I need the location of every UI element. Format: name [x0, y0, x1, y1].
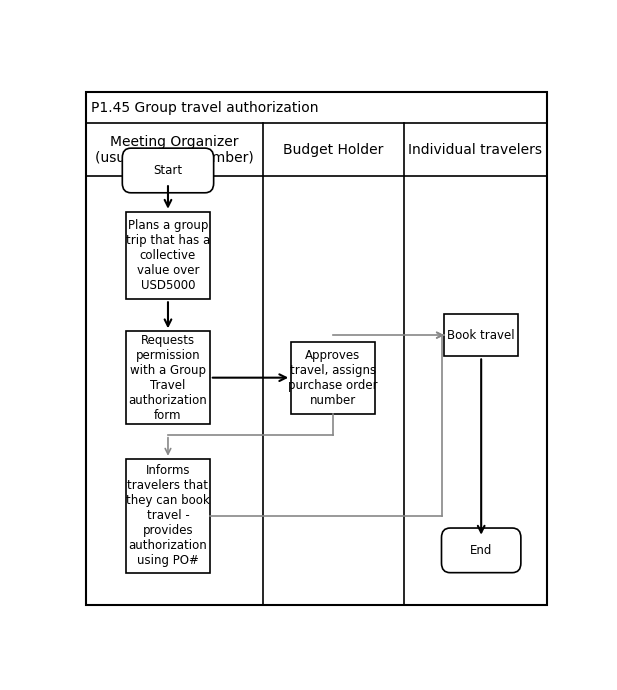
Text: Approves
travel, assigns
purchase order
number: Approves travel, assigns purchase order … — [288, 348, 378, 406]
Text: Informs
travelers that
they can book
travel -
provides
authorization
using PO#: Informs travelers that they can book tra… — [126, 464, 210, 567]
FancyBboxPatch shape — [122, 148, 213, 193]
Text: Start: Start — [154, 164, 183, 177]
Text: P1.45 Group travel authorization: P1.45 Group travel authorization — [91, 101, 319, 115]
FancyBboxPatch shape — [444, 314, 518, 357]
Text: Budget Holder: Budget Holder — [283, 143, 384, 157]
FancyBboxPatch shape — [126, 331, 210, 424]
Text: Book travel: Book travel — [447, 328, 515, 342]
FancyBboxPatch shape — [291, 342, 375, 413]
Text: Requests
permission
with a Group
Travel
authorization
form: Requests permission with a Group Travel … — [128, 334, 207, 422]
FancyBboxPatch shape — [126, 459, 210, 573]
Text: Meeting Organizer
(usually staff member): Meeting Organizer (usually staff member) — [95, 135, 254, 165]
Text: Individual travelers: Individual travelers — [408, 143, 542, 157]
Text: End: End — [470, 544, 492, 557]
Text: Plans a group
trip that has a
collective
value over
USD5000: Plans a group trip that has a collective… — [126, 219, 210, 292]
FancyBboxPatch shape — [126, 212, 210, 299]
FancyBboxPatch shape — [442, 528, 521, 573]
